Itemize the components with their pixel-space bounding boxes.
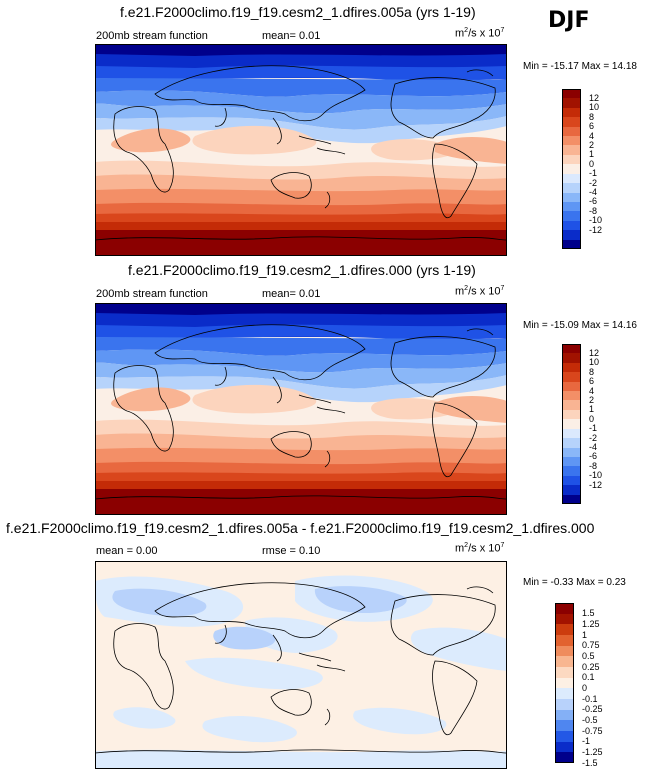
panel1-units: m2/s x 107 <box>455 27 505 40</box>
colorbar-label: 1.25 <box>582 618 600 629</box>
panel3-rmse-label: rmse = 0.10 <box>262 545 321 557</box>
colorbar-label: -1.25 <box>582 746 603 757</box>
colorbar-label: 4 <box>589 130 595 141</box>
colorbar-label: 0.5 <box>582 650 595 661</box>
panel2-title: f.e21.F2000climo.f19_f19.cesm2_1.dfires.… <box>128 262 476 278</box>
panel3-map <box>95 561 507 769</box>
panel3-units: m2/s x 107 <box>455 542 505 555</box>
colorbar-label: -1 <box>589 168 598 179</box>
colorbar-label: 8 <box>589 111 595 122</box>
colorbar-label: 2 <box>589 394 595 405</box>
panel1-map-svg <box>95 44 507 256</box>
colorbar-label: 12 <box>589 347 600 358</box>
colorbar-label: 0 <box>582 682 588 693</box>
colorbar-label: 0.75 <box>582 640 600 651</box>
colorbar-label: 0.25 <box>582 661 600 672</box>
colorbar-label: -10 <box>589 470 603 481</box>
panel1-title: f.e21.F2000climo.f19_f19.cesm2_1.dfires.… <box>120 4 476 20</box>
colorbar-label: 10 <box>589 102 600 113</box>
colorbar-label: -6 <box>589 196 598 207</box>
colorbar-label: -8 <box>589 460 598 471</box>
colorbar-label: -12 <box>589 224 603 235</box>
panel2-map <box>95 303 507 515</box>
panel1-variable-label: 200mb stream function <box>96 30 208 42</box>
band-neg-12 <box>95 44 507 56</box>
colorbar-label: 1 <box>582 629 588 640</box>
panel3-colorbar: 1.5 1.25 1 0.75 0.5 0.25 0.1 0 -0.1 -0.25 -0.5 -0.7… <box>555 603 625 767</box>
colorbar-label: 6 <box>589 121 595 132</box>
colorbar-label: -2 <box>589 432 598 443</box>
colorbar-label: -6 <box>589 451 598 462</box>
band-neg-4 <box>95 78 507 97</box>
colorbar-label: -8 <box>589 205 598 216</box>
colorbar-label: -10 <box>589 215 603 226</box>
colorbar-label: 0 <box>589 158 595 169</box>
colorbar-label: 10 <box>589 357 600 368</box>
panel1-minmax: Min = -15.17 Max = 14.18 <box>523 61 637 72</box>
colorbar-label: -0.75 <box>582 725 603 736</box>
panel1-mean-label: mean= 0.01 <box>262 30 321 42</box>
colorbar-label: -2 <box>589 177 598 188</box>
colorbar-label: 6 <box>589 376 595 387</box>
panel3-title: f.e21.F2000climo.f19_f19.cesm2_1.dfires.… <box>6 520 595 536</box>
colorbar-label: 1 <box>589 404 595 415</box>
colorbar-label: -4 <box>589 442 598 453</box>
panel2-map-svg <box>95 303 507 515</box>
panel2-mean-label: mean= 0.01 <box>262 288 321 300</box>
colorbar-label: -12 <box>589 479 603 490</box>
colorbar-label: 4 <box>589 385 595 396</box>
colorbar-label: 8 <box>589 366 595 377</box>
season-label: DJF <box>548 8 590 33</box>
panel3-mean-label: mean = 0.00 <box>96 545 158 557</box>
panel3-minmax: Min = -0.33 Max = 0.23 <box>523 577 626 588</box>
coastlines <box>95 65 507 241</box>
colorbar-label: -4 <box>589 187 598 198</box>
colorbar-label: 1.5 <box>582 608 595 619</box>
colorbar-label: -0.25 <box>582 704 603 715</box>
colorbar-label: 1 <box>589 149 595 160</box>
colorbar-label: 12 <box>589 92 600 103</box>
colorbar-label: -0.5 <box>582 714 598 725</box>
panel2-minmax: Min = -15.09 Max = 14.16 <box>523 320 637 331</box>
panel2-colorbar: 12 10 8 6 4 2 1 0 -1 -2 -4 -6 -8 -10 -12 <box>562 344 632 504</box>
panel1-map <box>95 44 507 256</box>
colorbar-label: 0 <box>589 413 595 424</box>
colorbar-label: -1.5 <box>582 757 598 768</box>
panel1-colorbar: 12 10 8 6 4 2 1 0 -1 -2 -4 -6 -8 -10 -12 <box>562 89 632 249</box>
colorbar-label: -1 <box>589 423 598 434</box>
panel3-map-svg <box>95 561 507 769</box>
colorbar-label: -1 <box>582 736 591 747</box>
colorbar-label: -0.1 <box>582 693 598 704</box>
colorbar-label: 2 <box>589 139 595 150</box>
colorbar-label: 0.1 <box>582 672 595 683</box>
panel2-units: m2/s x 107 <box>455 285 505 298</box>
panel2-variable-label: 200mb stream function <box>96 288 208 300</box>
